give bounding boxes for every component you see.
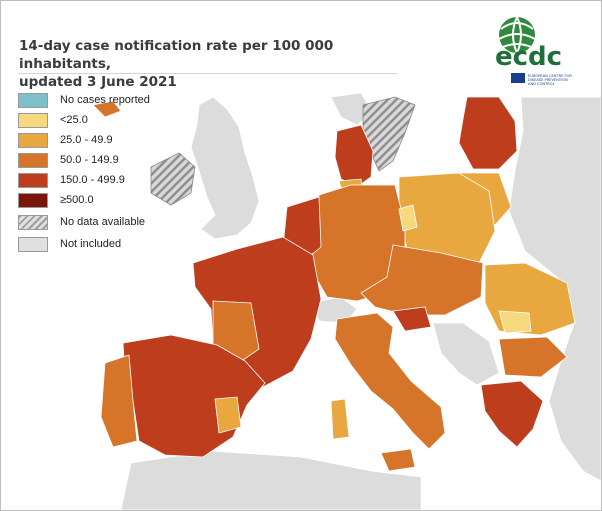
logo-subtitle-2: DISEASE PREVENTION (528, 78, 568, 82)
ecdc-logo: ecdc EUROPEAN CENTRE FOR DISEASE PREVENT… (495, 16, 572, 86)
romania-lowrate (498, 310, 532, 334)
iceland (92, 100, 122, 118)
finland (458, 96, 518, 170)
sardinia (330, 398, 350, 440)
title-line-2: updated 3 June 2021 (19, 74, 177, 90)
germany-lowrate-region (398, 204, 418, 232)
slovenia-croatia-north (392, 306, 432, 332)
spain-east-lowrate (214, 396, 242, 434)
legend-swatch (18, 113, 48, 128)
legend-label: Not included (60, 238, 122, 250)
legend-label: No data available (60, 216, 146, 228)
eu-flag-icon (511, 73, 525, 83)
legend-label: 50.0 - 149.9 (60, 154, 119, 166)
north-africa-not-included (120, 450, 422, 510)
legend-label: <25.0 (60, 114, 88, 126)
legend-label: 25.0 - 49.9 (60, 134, 113, 146)
legend-label: No cases reported (60, 94, 150, 106)
title-line-1: 14-day case notification rate per 100 00… (19, 38, 334, 72)
logo-subtitle-1: EUROPEAN CENTRE FOR (528, 74, 572, 78)
balkans-not-included (432, 322, 500, 386)
legend-swatch (18, 133, 48, 148)
uk-not-included (190, 96, 260, 240)
ireland-no-data (150, 152, 196, 206)
bulgaria (498, 336, 568, 378)
sweden (334, 124, 374, 188)
map-title: 14-day case notification rate per 100 00… (19, 37, 399, 91)
italy (334, 312, 446, 450)
greece (480, 380, 544, 448)
legend-swatch (18, 237, 48, 252)
legend-swatch (18, 193, 48, 208)
title-divider (19, 73, 397, 74)
logo-subtitle-3: AND CONTROL (528, 82, 555, 86)
russia-not-included (508, 96, 601, 482)
logo-wordmark: ecdc (495, 42, 562, 72)
legend-swatch (18, 153, 48, 168)
portugal (100, 354, 138, 448)
legend-label: 150.0 - 499.9 (60, 174, 125, 186)
legend-swatch-hatched (18, 215, 48, 230)
globe-icon (498, 16, 536, 54)
europe-map (92, 92, 601, 510)
legend-label: ≥500.0 (60, 194, 94, 206)
legend-swatch (18, 173, 48, 188)
legend-swatch (18, 93, 48, 108)
sicily (380, 448, 416, 472)
